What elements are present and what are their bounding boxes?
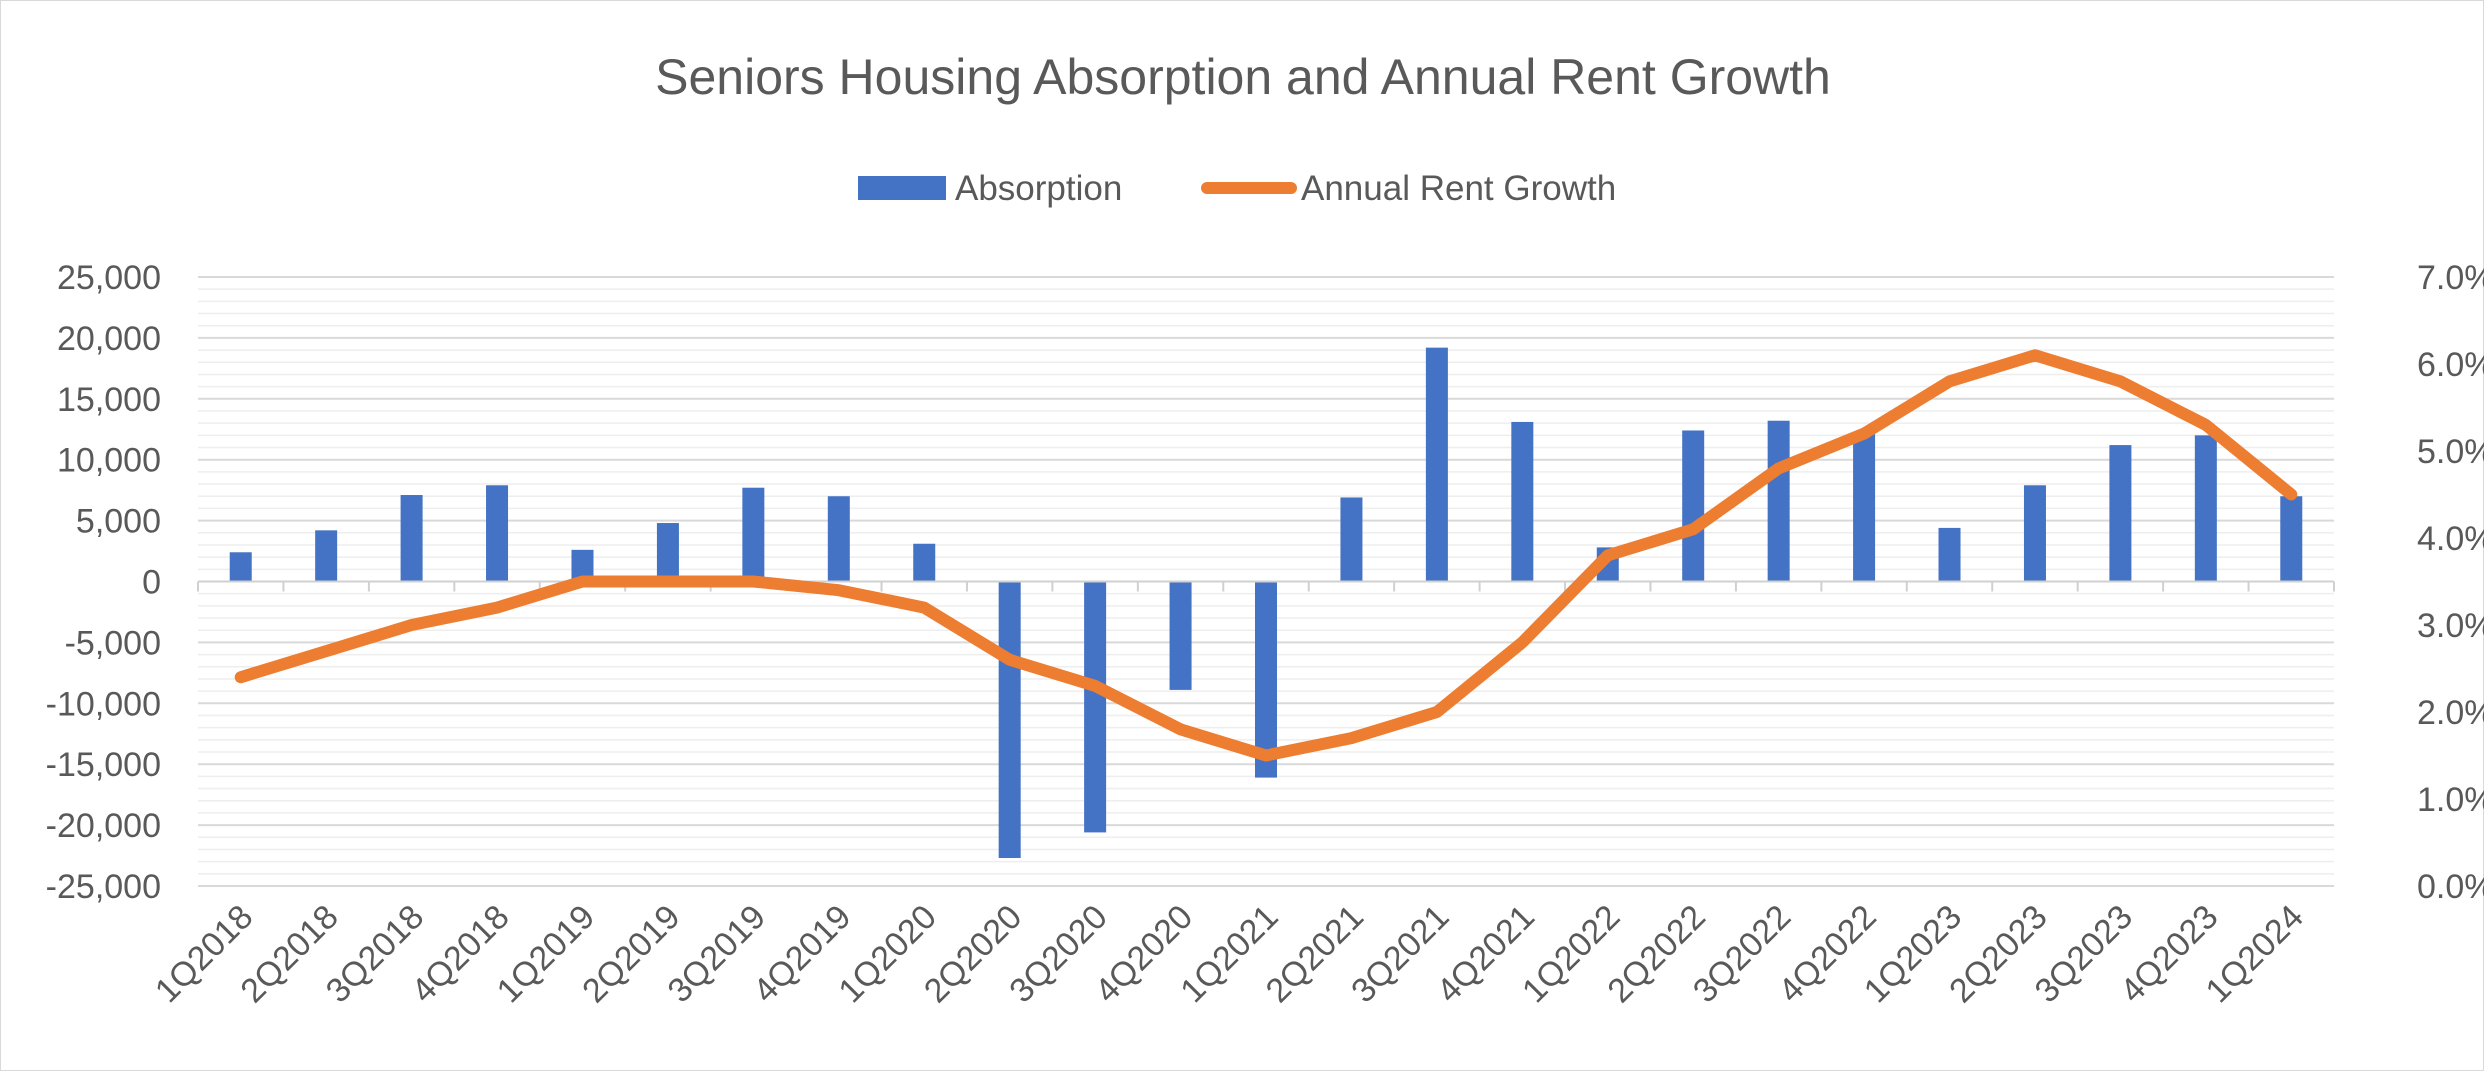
y-right-tick-label: 6.0% [2417, 346, 2484, 384]
y-left-tick-label: 25,000 [57, 259, 161, 297]
y-left-tick-label: 20,000 [57, 320, 161, 358]
absorption-bar [400, 495, 423, 582]
legend-absorption-swatch [858, 176, 946, 200]
x-axis-labels: 1Q20182Q20183Q20184Q20181Q20192Q20193Q20… [148, 898, 2311, 1010]
rent-growth-line [234, 349, 2298, 762]
absorption-bar [571, 549, 594, 582]
absorption-bar [2023, 485, 2046, 582]
absorption-bar [656, 523, 679, 582]
absorption-bar [1682, 430, 1705, 582]
absorption-bar [998, 581, 1021, 858]
y-axis-right: 7.0% 6.0% 5.0% 4.0% 3.0% 2.0% 1.0% 0.0% [2417, 259, 2484, 906]
absorption-bar [2194, 435, 2217, 582]
y-left-tick-label: -15,000 [46, 746, 161, 784]
absorption-bar [315, 530, 338, 582]
absorption-bar [2280, 496, 2303, 582]
y-right-tick-label: 5.0% [2417, 433, 2484, 471]
absorption-bar [1853, 434, 1876, 582]
y-right-tick-label: 0.0% [2417, 868, 2484, 906]
absorption-bar [229, 552, 252, 582]
legend-rent-growth-label: Annual Rent Growth [1301, 169, 1616, 208]
y-left-tick-label: 5,000 [76, 503, 161, 541]
absorption-bar [742, 487, 765, 582]
y-left-tick-label: 10,000 [57, 442, 161, 480]
y-right-tick-label: 2.0% [2417, 694, 2484, 732]
y-left-tick-label: -10,000 [46, 685, 161, 723]
y-left-tick-label: -5,000 [65, 624, 161, 662]
absorption-bar [913, 543, 936, 582]
absorption-bar [1340, 497, 1363, 582]
legend-absorption-label: Absorption [955, 169, 1122, 208]
absorption-bar [1767, 420, 1790, 582]
y-right-tick-label: 7.0% [2417, 259, 2484, 297]
rent-growth-line-group [234, 349, 2298, 762]
x-axis [197, 580, 2335, 592]
y-left-tick-label: 15,000 [57, 381, 161, 419]
chart-title: Seniors Housing Absorption and Annual Re… [655, 49, 1831, 105]
absorption-bar [2109, 445, 2132, 582]
absorption-bar [1425, 347, 1448, 582]
y-left-tick-label: -20,000 [46, 807, 161, 845]
absorption-bar [486, 485, 509, 582]
absorption-bar [1938, 527, 1961, 582]
y-right-tick-label: 3.0% [2417, 607, 2484, 645]
y-right-tick-label: 4.0% [2417, 520, 2484, 558]
legend: Absorption Annual Rent Growth [858, 169, 1616, 208]
absorption-bar [1169, 581, 1192, 690]
absorption-bar [827, 496, 850, 582]
absorption-bar [1084, 581, 1107, 833]
absorption-bar [1255, 581, 1277, 778]
absorption-bar [1511, 421, 1534, 582]
y-left-tick-label: -25,000 [46, 868, 161, 906]
y-right-tick-label: 1.0% [2417, 781, 2484, 819]
y-axis-left: 25,000 20,000 15,000 10,000 5,000 0 -5,000 -10,… [46, 259, 161, 906]
y-left-tick-label: 0 [142, 564, 161, 602]
absorption-bars [229, 347, 2303, 858]
